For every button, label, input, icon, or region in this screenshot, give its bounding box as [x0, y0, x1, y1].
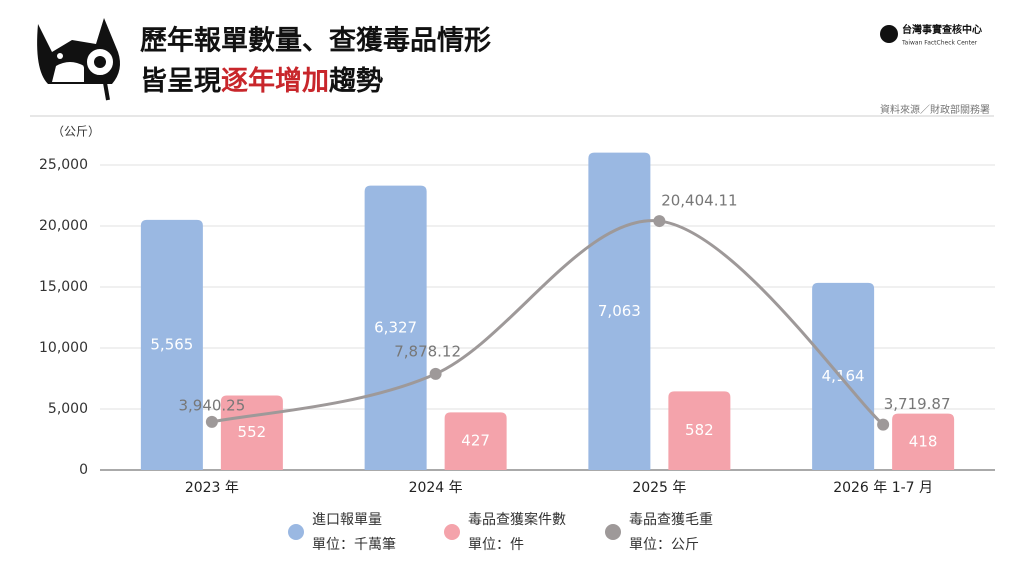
y-tick-label: 15,000: [39, 279, 88, 295]
y-unit-label: （公斤）: [52, 125, 100, 139]
line-point: [429, 367, 442, 380]
legend-label: 毒品查獲毛重: [629, 512, 713, 528]
mascot: [37, 18, 120, 101]
bar-value-label: 418: [909, 432, 938, 450]
x-tick-label: 2024 年: [409, 480, 463, 496]
bar-value-label: 5,565: [150, 335, 193, 353]
line-value-label: 20,404.11: [661, 192, 737, 210]
legend-label: 進口報單量: [312, 512, 382, 528]
legend-marker: [605, 524, 621, 540]
y-tick-label: 0: [79, 462, 88, 478]
source: 資料來源／財政部關務署: [880, 103, 990, 116]
line-value-label: 7,878.12: [394, 342, 461, 360]
bar: [140, 219, 203, 470]
title-line2: 皆呈現逐年增加趨勢: [140, 65, 383, 97]
bar-value-label: 552: [238, 423, 267, 441]
y-tick-label: 20,000: [39, 218, 88, 234]
legend-marker: [288, 524, 304, 540]
y-tick-label: 5,000: [48, 401, 88, 417]
line-point: [205, 415, 218, 428]
bar-value-label: 582: [685, 421, 714, 439]
bar-value-label: 4,164: [822, 367, 865, 385]
line-point: [877, 418, 890, 431]
y-tick-label: 25,000: [39, 157, 88, 173]
line-point: [653, 215, 666, 228]
legend-marker: [444, 524, 460, 540]
line-value-label: 3,940.25: [178, 396, 245, 414]
x-tick-label: 2025 年: [632, 480, 686, 496]
title-highlight: 逐年增加: [221, 65, 329, 97]
brand-name: 台灣事實查核中心: [902, 23, 982, 36]
line: [211, 219, 885, 426]
bar: [444, 412, 507, 470]
y-tick-label: 10,000: [39, 340, 88, 356]
plot: 0 5,000 10,000 15,000 20,000 25,000 2023 年 2024…: [39, 152, 995, 553]
bar-value-label: 427: [461, 432, 490, 450]
title-line1: 歷年報單數量、查獲毒品情形: [140, 25, 491, 57]
legend-unit: 單位：公斤: [629, 537, 699, 553]
line-value-label: 3,719.87: [884, 395, 951, 413]
legend-label: 毒品查獲案件數: [468, 511, 566, 528]
bar: [364, 185, 427, 470]
bar: [588, 152, 651, 470]
title-part: 趨勢: [329, 65, 383, 97]
brand-logo: 台灣事實查核中心 Taiwan FactCheck Center: [880, 23, 982, 47]
legend-unit: 單位：千萬筆: [312, 537, 396, 553]
bar-value-label: 7,063: [598, 302, 641, 320]
x-tick-label: 2023 年: [185, 480, 239, 496]
bar: [668, 391, 731, 470]
x-tick-label: 2026 年 1-7 月: [833, 480, 933, 496]
title-part: 皆呈現: [140, 66, 221, 97]
bar-value-label: 6,327: [374, 318, 417, 336]
bar: [892, 413, 955, 470]
brand-name-en: Taiwan FactCheck Center: [901, 40, 978, 47]
bar: [812, 282, 875, 470]
legend-unit: 單位：件: [468, 537, 524, 553]
